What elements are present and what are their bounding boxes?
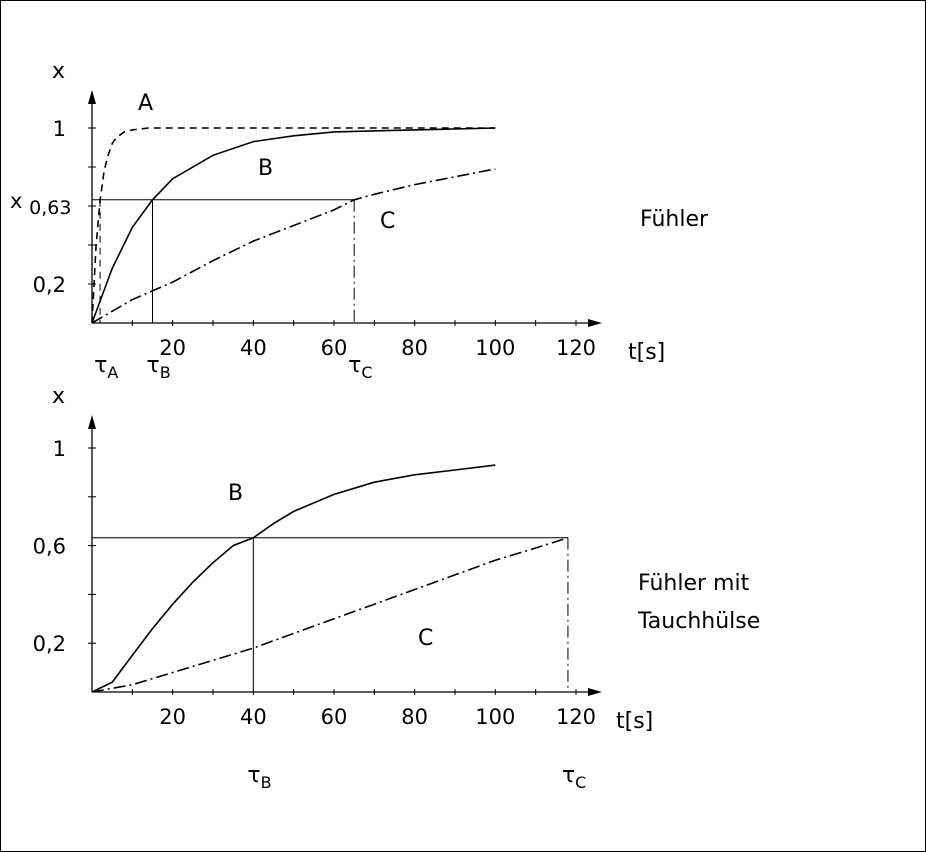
y-axis-label: x — [52, 59, 65, 84]
chart-panel-fuehler-mit-tauchhuelse: x t[s] 20 40 60 80 100 120 0,2 0,6 1 BτB CτC Fühler m… — [33, 384, 761, 792]
x-axis-label: t[s] — [628, 340, 665, 365]
x-tick-label: 20 — [159, 336, 186, 360]
y-tick-label: x 0,63 — [10, 189, 71, 219]
series-line-B — [91, 464, 496, 693]
x-axis-arrow — [588, 319, 602, 327]
x-tick-label: 120 — [556, 705, 596, 729]
y-tick-label: 1 — [53, 437, 66, 461]
y-axis-arrow — [88, 90, 96, 104]
y-axis-label: x — [52, 384, 65, 409]
series-label-C: C — [418, 626, 433, 651]
series-line-B — [91, 127, 496, 324]
x-tick-label: 40 — [240, 705, 267, 729]
series-label-B: B — [228, 481, 243, 506]
x-tick-label: 20 — [159, 705, 186, 729]
x-tick-label: 80 — [401, 705, 428, 729]
x-tick-label: 120 — [556, 336, 596, 360]
series-label-C: C — [380, 209, 395, 234]
x-tick-label: 60 — [321, 705, 348, 729]
chart-panel-fuehler: x t[s] 20 40 60 80 100 120 0,2 x 0,63 1 AτA BτB CτC Fü… — [10, 59, 709, 382]
x-tick-label: 40 — [240, 336, 267, 360]
y-axis-arrow — [88, 415, 96, 429]
y-tick-label: 0,2 — [33, 273, 66, 297]
tau-label-C: τC — [348, 353, 372, 382]
panel-label: Fühler mit — [638, 571, 750, 596]
y-tick-label: 0,6 — [33, 535, 66, 559]
x-tick-label: 100 — [475, 336, 515, 360]
series-line-C — [91, 168, 496, 324]
panel-label: Fühler — [640, 207, 709, 232]
x-axis-label: t[s] — [616, 709, 653, 734]
panel-label: Tauchhülse — [637, 609, 760, 634]
series-label-A: A — [138, 91, 153, 116]
x-tick-label: 80 — [401, 336, 428, 360]
x-axis-arrow — [588, 688, 602, 696]
series-line-C — [91, 537, 569, 693]
series-label-B: B — [258, 156, 273, 181]
x-tick-label: 100 — [475, 705, 515, 729]
y-tick-label: 0,2 — [33, 632, 66, 656]
x-tick-label: 60 — [321, 336, 348, 360]
tau-label-C: τC — [562, 763, 586, 792]
tau-label-B: τB — [247, 763, 271, 792]
series-line-A — [91, 127, 496, 324]
tau-label-B: τB — [147, 353, 171, 382]
tau-label-A: τA — [94, 353, 118, 382]
y-tick-label: 1 — [53, 117, 66, 141]
